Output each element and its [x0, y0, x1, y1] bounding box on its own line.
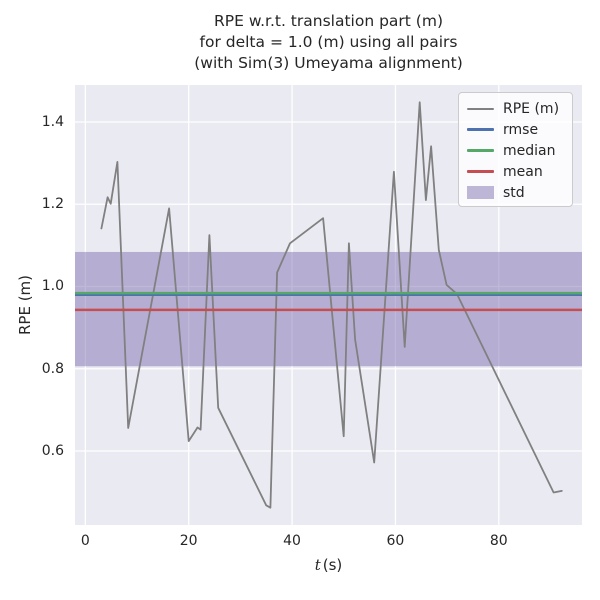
x-tick-label-0: 0: [80, 533, 90, 549]
title-line-2: for delta = 1.0 (m) using all pairs: [199, 33, 458, 51]
y-tick-label-0.6: 0.6: [41, 442, 64, 459]
legend-patch-swatch: [467, 186, 494, 199]
legend: RPE (m) rmse median mean std: [458, 92, 573, 207]
legend-entry-rpe-m: RPE (m): [459, 98, 572, 119]
y-tick-label-0.8: 0.8: [41, 360, 64, 377]
legend-label: median: [503, 142, 556, 159]
y-tick-label-1.0: 1.0: [41, 278, 64, 295]
legend-entry-median: median: [459, 140, 572, 161]
legend-line-swatch: [467, 107, 494, 110]
legend-line-swatch: [467, 128, 494, 131]
legend-label: std: [503, 184, 525, 201]
legend-label: RPE (m): [503, 100, 560, 117]
legend-line-swatch: [467, 170, 494, 173]
x-axis-label-variable: t: [314, 556, 321, 574]
y-tick-label-1.2: 1.2: [41, 196, 64, 213]
title-line-3: (with Sim(3) Umeyama alignment): [194, 54, 463, 72]
legend-label: mean: [503, 163, 543, 180]
legend-entry-mean: mean: [459, 161, 572, 182]
rpe-line: [100, 101, 563, 509]
y-tick-label-1.4: 1.4: [41, 114, 64, 130]
legend-entry-rmse: rmse: [459, 119, 572, 140]
x-axis-label-unit: (s): [322, 556, 343, 574]
legend-line-swatch: [467, 149, 494, 152]
x-tick-label-40: 40: [283, 533, 301, 549]
x-tick-label-60: 60: [386, 533, 405, 549]
x-axis-label: t (s): [75, 556, 582, 574]
legend-label: rmse: [503, 121, 539, 138]
legend-entry-std: std: [459, 182, 572, 203]
plot-title: RPE w.r.t. translation part (m) for delt…: [75, 11, 582, 74]
x-tick-label-80: 80: [489, 533, 508, 549]
x-tick-label-20: 20: [179, 533, 198, 549]
title-line-1: RPE w.r.t. translation part (m): [213, 12, 443, 30]
